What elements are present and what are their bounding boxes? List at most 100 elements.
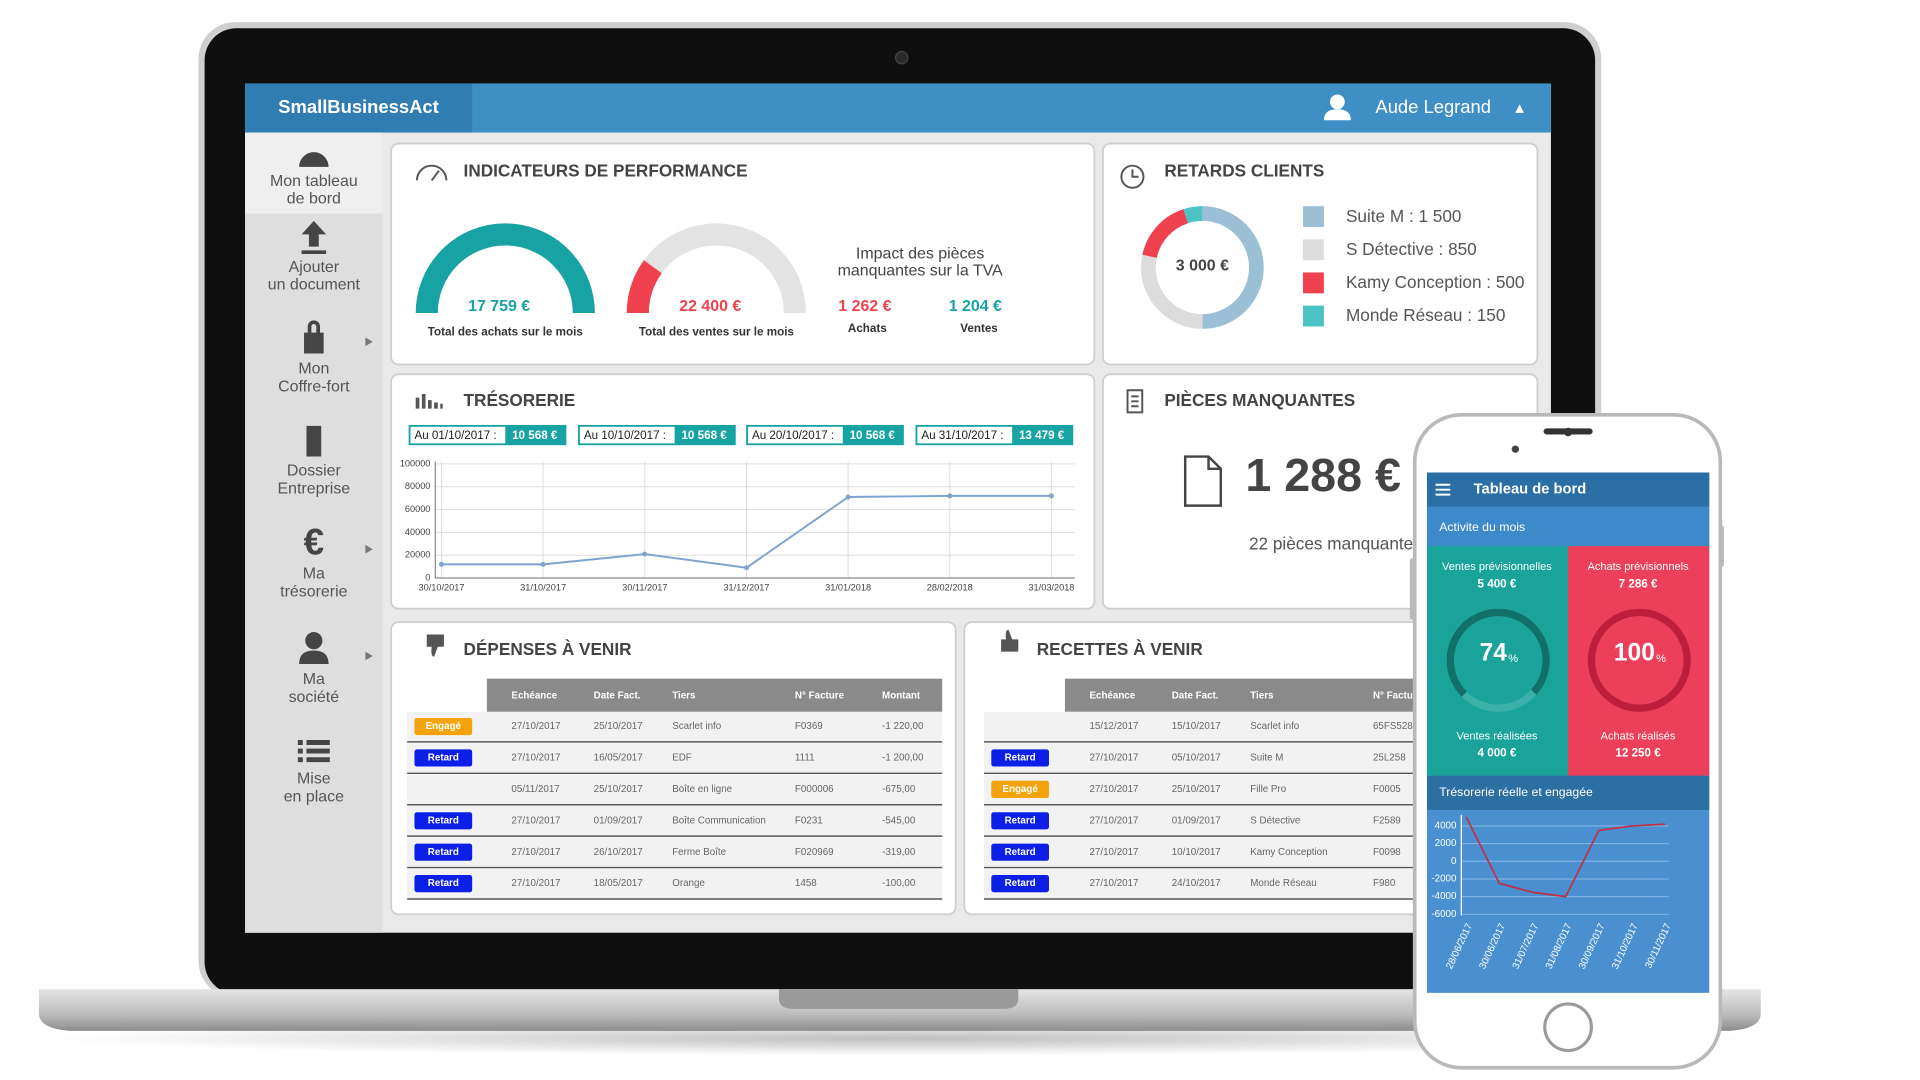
tile-label: Achats prévisionnels <box>1587 561 1689 573</box>
table-cell: F980 <box>1373 878 1396 889</box>
brand-box[interactable] <box>245 83 473 133</box>
home-button[interactable] <box>1543 1002 1593 1053</box>
table-row <box>983 711 1424 742</box>
y-tick-label: 60000 <box>405 504 431 514</box>
status-label: Retard <box>1005 815 1036 826</box>
user-icon[interactable] <box>1323 94 1351 121</box>
tile-amount: 7 286 € <box>1619 577 1658 590</box>
ring-unit: % <box>1508 653 1518 665</box>
status-badge <box>414 875 473 893</box>
gauge-amount: 22 400 € <box>679 298 741 315</box>
column-header: Date Fact. <box>1172 690 1219 701</box>
ring-progress <box>1587 608 1691 712</box>
front-camera <box>1563 427 1573 437</box>
phone-title: Tableau de bord <box>1474 482 1587 498</box>
y-tick-label: -6000 <box>1431 909 1457 920</box>
table-cell: F0005 <box>1373 784 1401 795</box>
table-cell: -1 200,00 <box>882 753 924 764</box>
status-badge <box>991 812 1049 830</box>
y-tick-label: 0 <box>1451 856 1457 867</box>
table-cell: 27/10/2017 <box>511 878 560 889</box>
table-cell: 10/10/2017 <box>1172 847 1221 858</box>
y-tick-label: 0 <box>425 572 430 582</box>
legend-swatch <box>1303 206 1324 228</box>
data-line <box>1465 816 1666 898</box>
status-badge <box>991 875 1049 893</box>
column-header: N° Facture <box>1373 690 1423 701</box>
dropdown-caret[interactable] <box>1515 104 1524 113</box>
table-cell: -675,00 <box>882 784 916 795</box>
person-icon <box>305 632 323 650</box>
section-title: Activite du mois <box>1439 520 1525 534</box>
lock-icon <box>304 320 324 354</box>
status-badge <box>991 843 1049 861</box>
laptop-base <box>38 989 1761 1031</box>
table-cell: 27/10/2017 <box>1089 815 1138 826</box>
table-cell: -1 220,00 <box>882 721 924 732</box>
panel-title: RETARDS CLIENTS <box>1164 160 1324 180</box>
table-cell: -319,00 <box>882 847 916 858</box>
table-cell: 27/10/2017 <box>511 847 560 858</box>
column-header: Date Fact. <box>594 690 641 701</box>
clipboard-icon <box>1126 389 1144 414</box>
tile-amount: 12 250 € <box>1615 747 1661 760</box>
table-cell: Monde Réseau <box>1250 878 1316 889</box>
badge-date: Au 10/10/2017 : <box>584 429 666 442</box>
sidebar-icons: € <box>297 152 373 763</box>
sidebar-label: trésorerie <box>280 583 347 600</box>
sidebar-label: un document <box>268 277 361 294</box>
table-cell: 27/10/2017 <box>511 815 560 826</box>
table-cell: 26/10/2017 <box>594 847 643 858</box>
table-cell: 27/10/2017 <box>511 753 560 764</box>
clock-icon <box>1120 164 1145 189</box>
tile-amount: 4 000 € <box>1478 747 1517 760</box>
hamburger-menu[interactable] <box>1435 483 1451 496</box>
status-label: Retard <box>428 815 459 826</box>
gauge-icon <box>415 164 448 181</box>
impact-label: Achats <box>848 322 887 335</box>
notch <box>778 989 1019 1009</box>
sidebar-label: de bord <box>287 191 341 208</box>
sidebar-label: Mon tableau <box>270 173 358 190</box>
panel-title: TRÉSORERIE <box>464 390 576 410</box>
table-cell: Fille Pro <box>1250 784 1286 795</box>
legend-swatch <box>1303 305 1324 327</box>
x-tick-label: 31/01/2018 <box>825 582 871 592</box>
x-tick-label: 30/11/2017 <box>622 582 667 592</box>
gauge-arc <box>415 223 595 314</box>
ring-unit: % <box>1656 653 1666 665</box>
panel-title: DÉPENSES À VENIR <box>464 639 633 659</box>
x-tick-label: 31/03/2018 <box>1028 582 1074 592</box>
legend-label: Monde Réseau : 150 <box>1346 305 1505 325</box>
panel-title: INDICATEURS DE PERFORMANCE <box>464 160 748 180</box>
data-point <box>439 561 444 567</box>
table-cell: 25/10/2017 <box>594 721 643 732</box>
ring-progress <box>1446 608 1550 712</box>
table-cell: 05/10/2017 <box>1172 753 1221 764</box>
y-tick-label: -4000 <box>1431 891 1457 902</box>
badge-date: Au 01/10/2017 : <box>414 429 496 442</box>
table-cell: 25L258 <box>1373 753 1406 764</box>
table-cell: 65FS528 <box>1373 721 1413 732</box>
table-cell: S Détective <box>1250 815 1301 826</box>
section-bar <box>1426 506 1710 547</box>
data-point <box>1048 493 1054 499</box>
column-header: Echéance <box>511 690 557 701</box>
status-label: Retard <box>428 753 459 764</box>
table-cell: Kamy Conception <box>1250 847 1327 858</box>
y-tick-label: 40000 <box>405 527 431 537</box>
table-cell: 18/05/2017 <box>594 878 643 889</box>
panel-title: RECETTES À VENIR <box>1037 639 1204 659</box>
tile-amount: 5 400 € <box>1478 577 1517 590</box>
clock-hands <box>1131 169 1139 178</box>
table-cell: Suite M <box>1250 753 1283 764</box>
x-tick-label: 31/12/2017 <box>723 582 769 592</box>
camera <box>894 50 909 65</box>
sidebar-active[interactable] <box>245 132 383 214</box>
sidebar-label: Dossier <box>287 462 342 479</box>
data-point <box>947 493 953 499</box>
table-cell: -100,00 <box>882 878 916 889</box>
dashboard-icon <box>299 152 329 167</box>
building-icon <box>306 425 322 457</box>
